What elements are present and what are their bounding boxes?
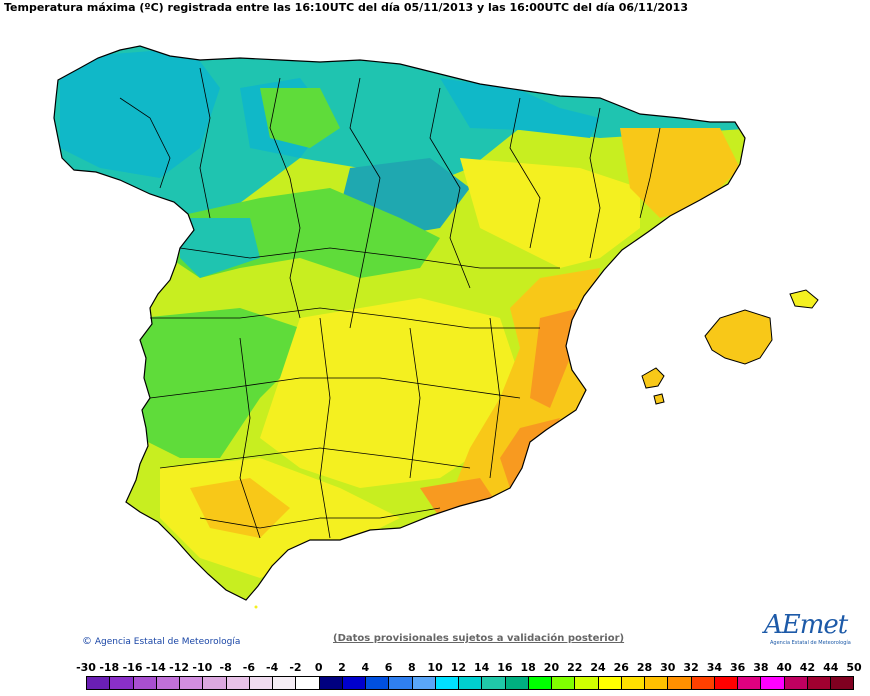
legend-swatch <box>807 677 831 689</box>
legend-label: 28 <box>636 661 653 674</box>
yellow-zone-aragon <box>460 158 640 268</box>
legend-label: -4 <box>266 661 279 674</box>
legend-label: 16 <box>497 661 513 674</box>
legend-swatch <box>156 677 180 689</box>
legend-swatch <box>459 677 483 689</box>
legend-label: 22 <box>567 661 583 674</box>
legend-swatch <box>784 677 808 689</box>
legend-label: -2 <box>289 661 302 674</box>
legend-label: 8 <box>407 661 416 674</box>
legend-swatch <box>319 677 343 689</box>
legend-swatch <box>435 677 459 689</box>
legend-labels: -30 -18 -16 -14 -12 -10 -8 -6 -4 -2 0 2 4 6 8 10 12 14 16 1… <box>76 661 866 675</box>
legend-swatch <box>691 677 715 689</box>
color-legend <box>86 676 854 690</box>
green-zone-leon-north <box>260 88 340 148</box>
legend-label: 20 <box>543 661 560 674</box>
legend-label: 6 <box>384 661 393 674</box>
legend-swatch <box>621 677 645 689</box>
cool-zone-cantabria <box>440 78 600 138</box>
legend-swatch <box>412 677 436 689</box>
aemet-logo: AEmet Agencia Estatal de Meteorología <box>762 610 852 650</box>
legend-swatch <box>366 677 390 689</box>
legend-label: 24 <box>590 661 606 674</box>
legend-label: -16 <box>122 661 143 674</box>
legend-swatch <box>482 677 506 689</box>
legend-label: -18 <box>99 661 120 674</box>
legend-swatch <box>249 677 273 689</box>
ibiza <box>641 367 665 389</box>
legend-swatch <box>133 677 157 689</box>
legend-label: 32 <box>683 661 699 674</box>
legend-swatch <box>714 677 738 689</box>
legend-swatch <box>668 677 692 689</box>
legend-swatch <box>180 677 204 689</box>
cool-zone-leon <box>180 218 260 278</box>
legend-label: -6 <box>242 661 256 674</box>
legend-label: 50 <box>846 661 862 674</box>
map-title: Temperatura máxima (ºC) registrada entre… <box>4 1 688 14</box>
cool-zone-galicia <box>60 48 220 178</box>
green-zone-extremadura <box>140 308 300 458</box>
legend-swatch <box>87 677 111 689</box>
balearic-islands <box>641 289 819 405</box>
legend-label: -30 <box>76 661 96 674</box>
legend-swatch <box>203 677 227 689</box>
copyright-icon: © <box>82 636 92 647</box>
temperature-map <box>0 18 870 628</box>
menorca <box>789 289 819 309</box>
aemet-logo-text: AEmet <box>764 610 848 640</box>
legend-label: 14 <box>473 661 490 674</box>
legend-swatch <box>738 677 762 689</box>
legend-label: -10 <box>192 661 213 674</box>
legend-swatch <box>528 677 552 689</box>
gold-zone-sevilla <box>190 478 290 538</box>
iberian-peninsula-map <box>53 45 819 609</box>
legend-label: 26 <box>613 661 629 674</box>
aemet-logo-subtitle: Agencia Estatal de Meteorología <box>770 640 851 646</box>
legend-swatch <box>226 677 250 689</box>
legend-label: -8 <box>219 661 232 674</box>
legend-label: 10 <box>427 661 443 674</box>
formentera <box>653 393 665 405</box>
legend-label: 44 <box>823 661 839 674</box>
ceuta-dot <box>254 605 258 609</box>
legend-label: 0 <box>314 661 323 674</box>
legend-label: 12 <box>450 661 467 674</box>
legend-swatch <box>761 677 785 689</box>
legend-label: 30 <box>660 661 676 674</box>
provisional-data-disclaimer: (Datos provisionales sujetos a validació… <box>333 633 625 644</box>
legend-swatch <box>552 677 576 689</box>
legend-swatch <box>645 677 669 689</box>
legend-label: -12 <box>169 661 190 674</box>
legend-swatch <box>575 677 599 689</box>
legend-swatch <box>296 677 320 689</box>
legend-label: 36 <box>729 661 746 674</box>
legend-label: 40 <box>776 661 792 674</box>
legend-swatch <box>831 677 854 689</box>
mallorca <box>704 309 773 365</box>
agency-credit-text: Agencia Estatal de Meteorología <box>94 637 241 647</box>
legend-label: 18 <box>520 661 536 674</box>
legend-swatch <box>110 677 134 689</box>
orange-zone-valencia <box>530 308 580 408</box>
legend-swatch <box>505 677 529 689</box>
legend-label: 4 <box>361 661 370 674</box>
legend-label: 34 <box>706 661 723 674</box>
legend-label: 38 <box>753 661 769 674</box>
province-borders <box>119 67 661 539</box>
legend-label: 2 <box>338 661 346 674</box>
legend-label: 42 <box>799 661 816 674</box>
agency-credit: © Agencia Estatal de Meteorología <box>82 636 240 647</box>
legend-swatch <box>598 677 622 689</box>
legend-swatch <box>389 677 413 689</box>
legend-swatch <box>273 677 297 689</box>
legend-swatch <box>342 677 366 689</box>
legend-label: -14 <box>145 661 166 674</box>
